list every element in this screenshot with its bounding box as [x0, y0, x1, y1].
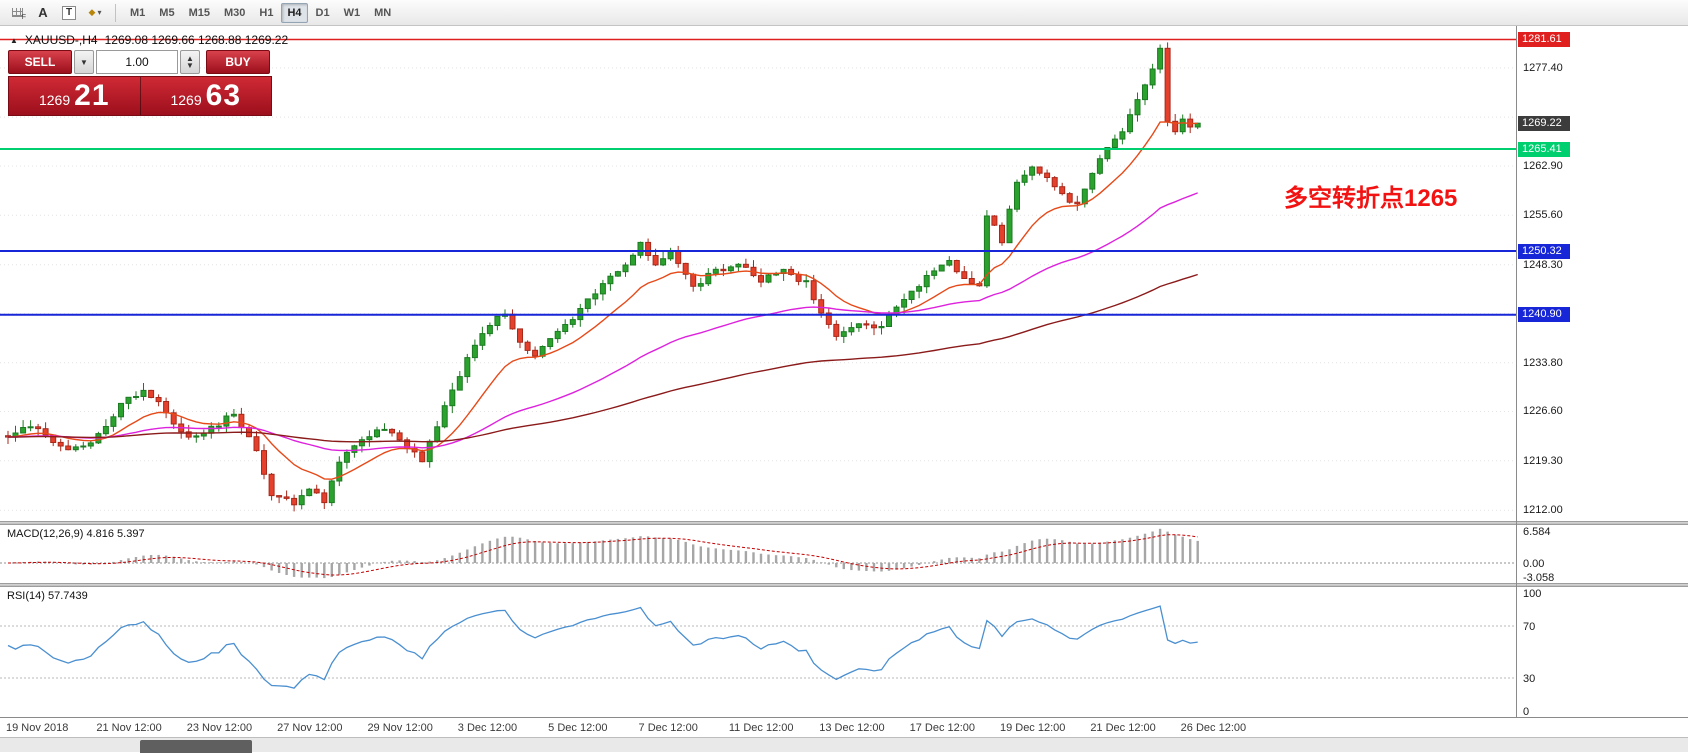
timeframe-button-w1[interactable]: W1	[343, 6, 361, 19]
time-axis-label: 23 Nov 12:00	[186, 722, 253, 734]
timeframe-button-h1[interactable]: H1	[259, 6, 274, 19]
timeframe-button-group: M1 M5 M15 M30 H1 H4 D1 W1 MN	[124, 2, 397, 23]
ask-quote[interactable]: 1269 63	[141, 77, 272, 115]
chart-macd-splitter[interactable]	[0, 521, 1688, 525]
price-tick-label: 1262.90	[1523, 159, 1563, 172]
text-box-tool-icon[interactable]: T	[57, 3, 81, 23]
time-axis-label: 26 Dec 12:00	[1180, 722, 1247, 734]
time-axis-label: 3 Dec 12:00	[457, 722, 518, 734]
lot-size-input[interactable]	[96, 50, 178, 74]
bid-ask-quote-row: 1269 21 1269 63	[8, 76, 272, 116]
chart-annotation-text[interactable]: 多空转折点1265	[1284, 185, 1458, 212]
timeframe-button-h4[interactable]: H4	[281, 2, 308, 23]
time-axis-label: 19 Dec 12:00	[999, 722, 1066, 734]
bottom-tab-strip	[0, 737, 1688, 753]
toolbar: F A T ◆ ▾ M1 M5 M15 M30 H1 H4 D1 W1 MN	[0, 0, 1688, 26]
price-tag: 1265.41	[1518, 141, 1570, 157]
price-tick-label: 1212.00	[1523, 504, 1563, 517]
bid-pips: 21	[74, 79, 110, 112]
price-tick-label: 1226.60	[1523, 405, 1563, 418]
indicators-grid-icon[interactable]: F	[5, 3, 29, 23]
macd-indicator-label: MACD(12,26,9) 4.816 5.397	[7, 528, 145, 540]
price-tick-label: 1277.40	[1523, 61, 1563, 74]
macd-scale-label: 6.584	[1523, 526, 1551, 538]
price-tick-label: 1233.80	[1523, 356, 1563, 369]
rsi-chart[interactable]	[0, 587, 1516, 717]
bid-quote[interactable]: 1269 21	[9, 77, 141, 115]
price-tick-label: 1255.60	[1523, 209, 1563, 222]
macd-scale-label: -3.058	[1523, 572, 1555, 584]
rsi-scale-label: 30	[1523, 673, 1536, 685]
chart-ohlc-values: 1269.08 1269.66 1268.88 1269.22	[104, 33, 289, 47]
chart-tab[interactable]	[140, 740, 252, 753]
lot-stepper[interactable]: ▲ ▼	[180, 50, 200, 74]
chevron-down-icon: ▾	[97, 8, 102, 17]
macd-chart[interactable]	[0, 525, 1516, 583]
timeframe-button-m1[interactable]: M1	[130, 6, 146, 19]
time-axis-label: 11 Dec 12:00	[728, 722, 794, 734]
chevron-down-icon: ▼	[186, 61, 194, 70]
timeframe-button-m30[interactable]: M30	[223, 6, 246, 19]
time-axis-label: 17 Dec 12:00	[909, 722, 976, 734]
chevron-up-icon: ▲	[186, 54, 194, 63]
time-axis[interactable]: 19 Nov 2018 21 Nov 12:00 23 Nov 12:00 27 No…	[0, 717, 1688, 737]
price-axis-line	[1516, 26, 1517, 737]
chevron-down-icon: ▼	[80, 57, 88, 67]
toolbar-separator	[115, 3, 116, 22]
price-tick-label: 1219.30	[1523, 454, 1563, 467]
macd-scale[interactable]: 6.584 0.00 -3.058	[1517, 525, 1688, 584]
time-axis-label: 27 Nov 12:00	[277, 722, 343, 734]
rsi-indicator-label: RSI(14) 57.7439	[7, 590, 88, 602]
timeframe-button-m5[interactable]: M5	[159, 6, 175, 19]
ask-pips: 63	[205, 79, 242, 112]
time-axis-label: 21 Nov 12:00	[96, 722, 162, 734]
timeframe-button-mn[interactable]: MN	[374, 6, 392, 19]
main-chart[interactable]	[0, 26, 1516, 521]
price-tag: 1281.61	[1518, 31, 1570, 47]
time-axis-label: 21 Dec 12:00	[1090, 722, 1156, 734]
lot-dropdown-button[interactable]: ▼	[74, 50, 94, 74]
chart-ohlc-header: ▲ XAUUSD-,H4 1269.08 1269.66 1268.88 126…	[10, 33, 288, 47]
symbol-marker-icon: ▲	[10, 35, 18, 45]
timeframe-button-m15[interactable]: M15	[188, 6, 210, 19]
buy-button[interactable]: BUY	[206, 50, 270, 74]
price-tag: 1250.32	[1518, 243, 1570, 259]
price-tag: 1269.22	[1518, 115, 1570, 131]
trade-controls-row: SELL ▼ ▲ ▼ BUY	[8, 50, 272, 74]
grid-f-label: F	[21, 13, 26, 21]
rsi-scale-label: 0	[1523, 706, 1530, 718]
ask-big-figure: 1269	[170, 92, 202, 108]
rsi-scale-label: 100	[1523, 588, 1542, 600]
macd-scale-label: 0.00	[1523, 557, 1545, 570]
bid-big-figure: 1269	[38, 92, 71, 108]
time-axis-label: 29 Nov 12:00	[367, 722, 433, 734]
rsi-scale-label: 70	[1523, 621, 1536, 633]
draw-objects-icon[interactable]: ◆ ▾	[88, 7, 102, 17]
time-axis-label: 19 Nov 2018	[6, 722, 69, 734]
price-tag: 1240.90	[1518, 307, 1570, 323]
rsi-scale[interactable]: 100 70 30 0	[1517, 587, 1688, 718]
sell-button[interactable]: SELL	[8, 50, 72, 74]
one-click-trading-panel: SELL ▼ ▲ ▼ BUY 1269 21 1269 63	[8, 50, 272, 116]
macd-rsi-splitter[interactable]	[0, 583, 1688, 587]
timeframe-button-d1[interactable]: D1	[315, 6, 330, 19]
price-tick-label: 1248.30	[1523, 258, 1563, 271]
grid-glyph	[11, 8, 23, 17]
text-label-tool-icon[interactable]: A	[38, 5, 48, 20]
time-axis-label: 7 Dec 12:00	[638, 722, 698, 734]
chart-symbol-label: XAUUSD-,H4	[24, 33, 98, 47]
time-axis-label: 13 Dec 12:00	[819, 722, 885, 734]
price-scale[interactable]: 1277.40 1262.90 1255.60 1248.30 1233.80 1226.…	[1517, 26, 1688, 521]
time-axis-label: 5 Dec 12:00	[548, 722, 608, 734]
